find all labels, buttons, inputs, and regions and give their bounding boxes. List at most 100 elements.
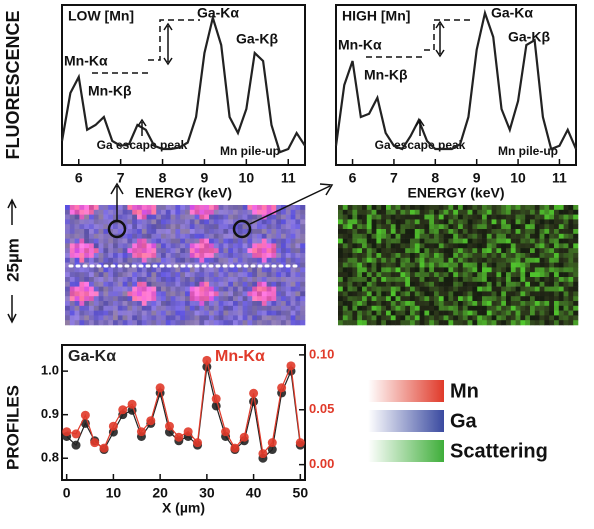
map-pixel [108, 281, 114, 287]
map-pixel [525, 277, 531, 283]
map-pixel [213, 310, 219, 316]
series-line [60, 13, 306, 154]
map-pixel [189, 296, 195, 302]
map-pixel [462, 315, 468, 321]
map-pixel [146, 219, 152, 225]
map-pixel [400, 224, 406, 230]
map-pixel [515, 291, 521, 297]
map-pixel [472, 224, 478, 230]
map-pixel [141, 238, 147, 244]
map-pixel [165, 205, 171, 211]
map-pixel [371, 305, 377, 311]
map-pixel [93, 291, 99, 297]
map-pixel [362, 315, 368, 321]
map-pixel [237, 267, 243, 273]
map-pixel [477, 310, 483, 316]
map-pixel [506, 320, 512, 326]
map-pixel [252, 305, 258, 311]
map-pixel [165, 214, 171, 220]
map-pixel [108, 229, 114, 235]
map-pixel [151, 310, 157, 316]
map-pixel [496, 291, 502, 297]
map-pixel [194, 277, 200, 283]
map-pixel [271, 248, 277, 254]
map-pixel [113, 320, 119, 326]
map-pixel [228, 205, 234, 211]
map-pixel [79, 243, 85, 249]
map-pixel [151, 296, 157, 302]
map-pixel [510, 257, 516, 263]
map-pixel [108, 267, 114, 273]
map-pixel [247, 214, 253, 220]
map-pixel [357, 253, 363, 259]
map-pixel [74, 286, 80, 292]
map-pixel [98, 219, 104, 225]
map-pixel [534, 214, 540, 220]
map-pixel [539, 320, 545, 326]
map-pixel [362, 224, 368, 230]
map-pixel [247, 248, 253, 254]
map-pixel [213, 224, 219, 230]
map-pixel [501, 219, 507, 225]
map-pixel [141, 262, 147, 268]
map-pixel [496, 209, 502, 215]
map-pixel [506, 281, 512, 287]
map-pixel [482, 205, 488, 211]
map-pixel [266, 238, 272, 244]
map-pixel [213, 219, 219, 225]
map-pixel [209, 238, 215, 244]
map-pixel [386, 291, 392, 297]
map-pixel [539, 286, 545, 292]
series-point [183, 427, 193, 437]
map-pixel [429, 205, 435, 211]
map-pixel [266, 243, 272, 249]
map-pixel [271, 296, 277, 302]
map-pixel [175, 272, 181, 278]
map-pixel [400, 301, 406, 307]
map-pixel [371, 205, 377, 211]
map-pixel [338, 296, 344, 302]
map-pixel [554, 209, 560, 215]
map-pixel [189, 281, 195, 287]
map-pixel [237, 277, 243, 283]
map-pixel [103, 286, 109, 292]
map-pixel [390, 257, 396, 263]
map-pixel [300, 305, 306, 311]
map-pixel [462, 257, 468, 263]
map-pixel [69, 267, 75, 273]
map-pixel [117, 248, 123, 254]
map-pixel [510, 248, 516, 254]
map-pixel [213, 257, 219, 263]
map-pixel [386, 205, 392, 211]
map-pixel [467, 281, 473, 287]
map-pixel [65, 248, 71, 254]
map-pixel [496, 305, 502, 311]
map-pixel [573, 305, 579, 311]
map-pixel [223, 253, 229, 259]
map-pixel [390, 238, 396, 244]
map-pixel [108, 238, 114, 244]
map-pixel [237, 286, 243, 292]
map-pixel [448, 281, 454, 287]
map-pixel [491, 286, 497, 292]
map-pixel [366, 286, 372, 292]
map-pixel [79, 291, 85, 297]
map-pixel [386, 305, 392, 311]
map-pixel [352, 243, 358, 249]
map-pixel [405, 277, 411, 283]
map-pixel [266, 291, 272, 297]
map-pixel [146, 301, 152, 307]
map-pixel [405, 291, 411, 297]
y2-tick-label: 0.05 [309, 401, 334, 416]
map-pixel [438, 224, 444, 230]
map-pixel [544, 248, 550, 254]
map-pixel [69, 305, 75, 311]
map-pixel [257, 214, 263, 220]
map-pixel [400, 315, 406, 321]
map-pixel [477, 277, 483, 283]
map-pixel [429, 209, 435, 215]
map-pixel [285, 315, 291, 321]
map-pixel [74, 253, 80, 259]
map-pixel [563, 209, 569, 215]
map-pixel [501, 238, 507, 244]
